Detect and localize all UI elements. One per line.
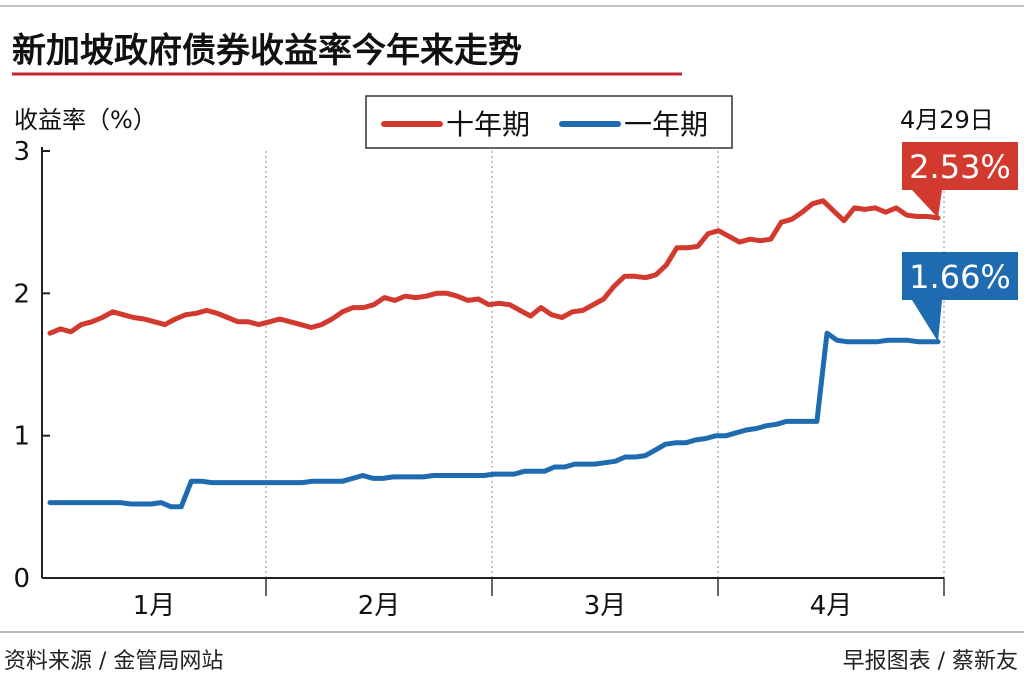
chart-title: 新加坡政府债券收益率今年来走势 xyxy=(12,31,522,71)
y-tick-label: 1 xyxy=(13,422,30,452)
credit-text: 早报图表 / 蔡新友 xyxy=(843,649,1018,674)
y-axis-label: 收益率（%） xyxy=(14,106,157,134)
grid xyxy=(265,151,945,578)
x-tick-label: 4月 xyxy=(810,591,853,621)
callouts: 2.53% 1.66% xyxy=(902,142,1018,342)
callout-box xyxy=(902,142,1018,190)
x-tick-label: 2月 xyxy=(358,591,401,621)
callout-box xyxy=(902,252,1018,300)
legend-label-one-year: 一年期 xyxy=(624,108,708,141)
axes: 0 1 2 3 1月 2月 3月 4月 xyxy=(13,137,945,621)
y-tick-label: 0 xyxy=(13,564,30,594)
date-label: 4月29日 xyxy=(900,106,994,134)
callout-value-one-year: 1.66% xyxy=(909,258,1011,296)
x-tick-label: 3月 xyxy=(584,591,627,621)
series-line-ten-year xyxy=(47,198,941,336)
callout-pointer xyxy=(912,190,942,218)
legend: 十年期 一年期 xyxy=(365,95,733,149)
callout-value-ten-year: 2.53% xyxy=(909,148,1011,186)
callout-pointer xyxy=(912,300,942,342)
y-tick-label: 3 xyxy=(13,137,30,167)
legend-label-ten-year: 十年期 xyxy=(446,108,530,141)
series-line-one-year xyxy=(47,330,941,510)
y-tick-label: 2 xyxy=(13,279,30,309)
series-layer xyxy=(47,198,941,510)
x-tick-label: 1月 xyxy=(133,591,176,621)
source-text: 资料来源 / 金管局网站 xyxy=(4,649,223,674)
